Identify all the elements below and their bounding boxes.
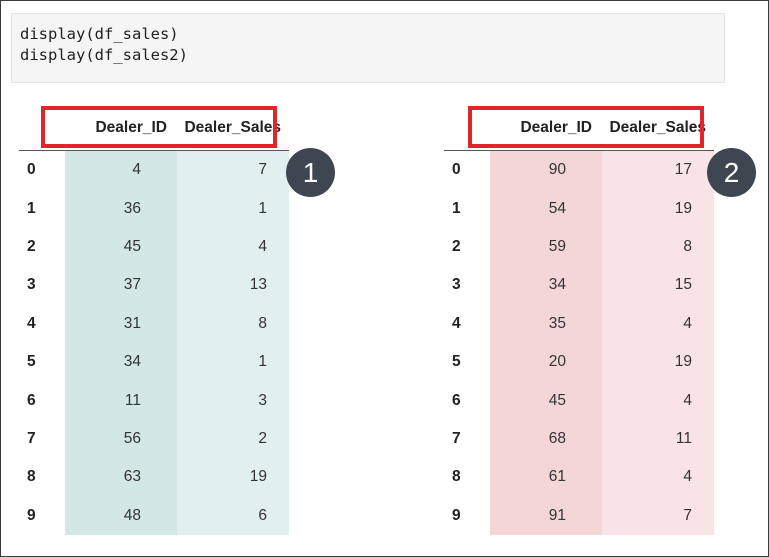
cell-dealer-sales: 4 — [177, 227, 289, 267]
table-row: 5 34 1 — [19, 342, 289, 382]
table-row: 1 54 19 — [444, 189, 714, 228]
row-index: 9 — [27, 506, 36, 524]
callout-badge-2: 2 — [707, 148, 756, 197]
row-index: 7 — [27, 429, 36, 447]
cell-dealer-id: 31 — [65, 304, 177, 343]
table-row: 3 34 15 — [444, 266, 714, 305]
cell-dealer-sales: 19 — [602, 342, 714, 382]
table-row: 8 63 19 — [19, 458, 289, 497]
table-row: 0 90 17 — [444, 150, 714, 190]
cell-dealer-id: 34 — [490, 266, 602, 305]
table-row: 7 56 2 — [19, 419, 289, 459]
cell-dealer-id: 45 — [65, 227, 177, 267]
table-row: 2 59 8 — [444, 227, 714, 267]
cell-dealer-sales: 1 — [177, 342, 289, 382]
column-header-dealer-id: Dealer_ID — [490, 105, 602, 151]
cell-dealer-id: 20 — [490, 342, 602, 382]
table-row: 9 48 6 — [19, 496, 289, 535]
row-index: 3 — [452, 276, 461, 294]
cell-dealer-sales: 1 — [177, 189, 289, 228]
cell-dealer-id: 11 — [65, 381, 177, 420]
row-index: 1 — [452, 199, 461, 217]
index-header — [19, 105, 65, 151]
column-header-dealer-id: Dealer_ID — [65, 105, 177, 151]
table-row: 7 68 11 — [444, 419, 714, 459]
cell-dealer-id: 61 — [490, 458, 602, 497]
column-header-dealer-sales: Dealer_Sales — [177, 105, 289, 151]
cell-dealer-id: 63 — [65, 458, 177, 497]
cell-dealer-sales: 11 — [602, 419, 714, 459]
callout-badge-1: 1 — [286, 148, 335, 197]
cell-dealer-id: 36 — [65, 189, 177, 228]
cell-dealer-id: 48 — [65, 496, 177, 535]
cell-dealer-sales: 7 — [177, 150, 289, 190]
row-index: 3 — [27, 276, 36, 294]
cell-dealer-sales: 6 — [177, 496, 289, 535]
cell-dealer-sales: 8 — [177, 304, 289, 343]
table-header-row: Dealer_ID Dealer_Sales — [444, 105, 714, 151]
code-cell[interactable]: display(df_sales) display(df_sales2) — [11, 13, 725, 83]
cell-dealer-id: 37 — [65, 266, 177, 305]
cell-dealer-id: 35 — [490, 304, 602, 343]
row-index: 6 — [27, 391, 36, 409]
table-row: 6 45 4 — [444, 381, 714, 420]
cell-dealer-sales: 13 — [177, 266, 289, 305]
row-index: 2 — [452, 237, 461, 255]
row-index: 6 — [452, 391, 461, 409]
table-header-row: Dealer_ID Dealer_Sales — [19, 105, 289, 151]
cell-dealer-sales: 17 — [602, 150, 714, 190]
cell-dealer-id: 91 — [490, 496, 602, 535]
cell-dealer-id: 68 — [490, 419, 602, 459]
cell-dealer-id: 45 — [490, 381, 602, 420]
column-header-dealer-sales: Dealer_Sales — [602, 105, 714, 151]
cell-dealer-sales: 7 — [602, 496, 714, 535]
table-row: 6 11 3 — [19, 381, 289, 420]
cell-dealer-id: 54 — [490, 189, 602, 228]
cell-dealer-sales: 19 — [177, 458, 289, 497]
cell-dealer-sales: 4 — [602, 381, 714, 420]
table-row: 2 45 4 — [19, 227, 289, 267]
row-index: 1 — [27, 199, 36, 217]
dataframe-output-df-sales2: Dealer_ID Dealer_Sales 0 90 17 1 54 19 2 59 8 … — [444, 105, 714, 535]
cell-dealer-sales: 4 — [602, 458, 714, 497]
cell-dealer-id: 4 — [65, 150, 177, 190]
row-index: 5 — [452, 353, 461, 371]
cell-dealer-sales: 3 — [177, 381, 289, 420]
row-index: 4 — [27, 314, 36, 332]
code-line: display(df_sales2) — [20, 46, 188, 64]
cell-dealer-sales: 19 — [602, 189, 714, 228]
row-index: 9 — [452, 506, 461, 524]
cell-dealer-id: 34 — [65, 342, 177, 382]
row-index: 7 — [452, 429, 461, 447]
cell-dealer-sales: 4 — [602, 304, 714, 343]
row-index: 8 — [27, 468, 36, 486]
table-row: 3 37 13 — [19, 266, 289, 305]
cell-dealer-sales: 2 — [177, 419, 289, 459]
cell-dealer-id: 90 — [490, 150, 602, 190]
cell-dealer-sales: 15 — [602, 266, 714, 305]
row-index: 4 — [452, 314, 461, 332]
cell-dealer-sales: 8 — [602, 227, 714, 267]
table-row: 1 36 1 — [19, 189, 289, 228]
cell-dealer-id: 56 — [65, 419, 177, 459]
row-index: 2 — [27, 237, 36, 255]
row-index: 8 — [452, 468, 461, 486]
row-index: 0 — [27, 161, 36, 179]
index-header — [444, 105, 490, 151]
table-row: 8 61 4 — [444, 458, 714, 497]
row-index: 0 — [452, 161, 461, 179]
cell-dealer-id: 59 — [490, 227, 602, 267]
row-index: 5 — [27, 353, 36, 371]
dataframe-table: Dealer_ID Dealer_Sales 0 90 17 1 54 19 2 59 8 … — [444, 105, 714, 535]
table-row: 4 35 4 — [444, 304, 714, 343]
code-line: display(df_sales) — [20, 25, 179, 43]
table-row: 4 31 8 — [19, 304, 289, 343]
table-row: 5 20 19 — [444, 342, 714, 382]
table-row: 9 91 7 — [444, 496, 714, 535]
